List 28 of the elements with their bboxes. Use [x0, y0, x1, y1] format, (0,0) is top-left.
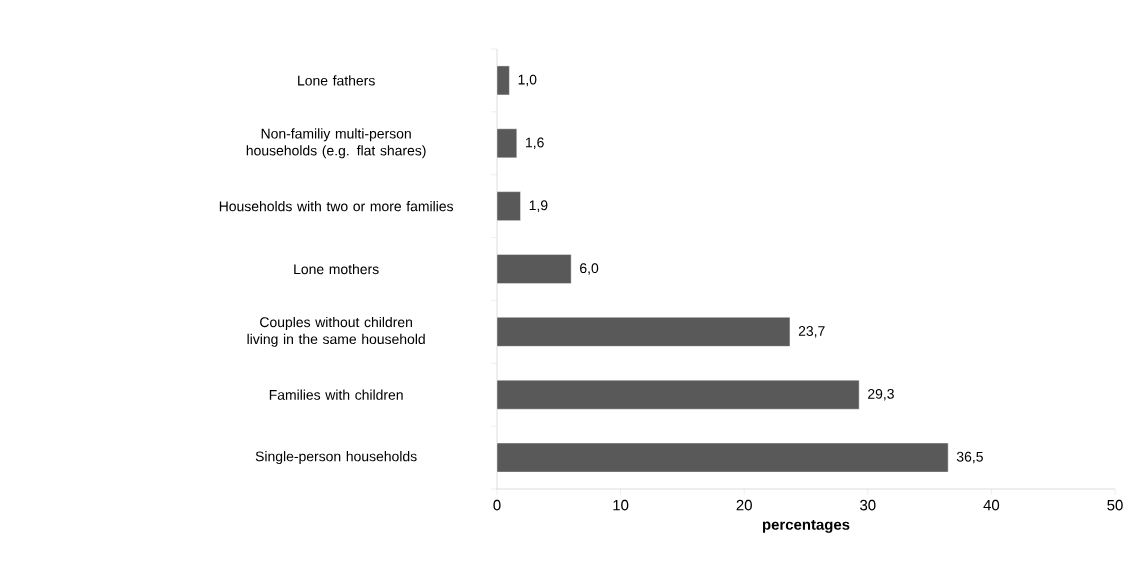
- x-tick-label: 30: [860, 499, 876, 511]
- data-label: 1,6: [526, 137, 544, 150]
- y-tick-label: Families with children: [269, 389, 403, 400]
- bar: [496, 442, 949, 473]
- y-tick-label: Households with two or more families: [219, 201, 454, 212]
- x-tick-label: 50: [1107, 499, 1123, 511]
- data-label: 23,7: [798, 326, 825, 338]
- data-label: 36,5: [956, 451, 983, 464]
- bar: [496, 65, 510, 96]
- y-tick-label: Lone mothers: [294, 263, 379, 275]
- bar: [496, 128, 517, 158]
- bar: [496, 380, 860, 410]
- bar: [496, 317, 791, 347]
- bar: [496, 254, 572, 284]
- data-label: 6,0: [580, 263, 599, 275]
- y-tick-label: Single-person households: [255, 451, 417, 465]
- y-tick-label: Couples without children living in the same household: [247, 316, 425, 347]
- y-tick-label: Non-familiy multi-person households (e.g. flat shares): [246, 128, 426, 159]
- data-label: 1,9: [529, 200, 548, 212]
- x-tick-label: 20: [736, 499, 752, 511]
- y-tick-label: Lone fathers: [298, 75, 375, 86]
- x-tick-label: 40: [983, 499, 1000, 511]
- x-tick-label: 10: [613, 499, 629, 511]
- x-tick-label: 0: [493, 499, 501, 511]
- bar: [496, 191, 521, 221]
- x-axis-title: percentages: [762, 519, 850, 533]
- data-label: 1,0: [518, 74, 537, 87]
- data-label: 29,3: [868, 388, 894, 401]
